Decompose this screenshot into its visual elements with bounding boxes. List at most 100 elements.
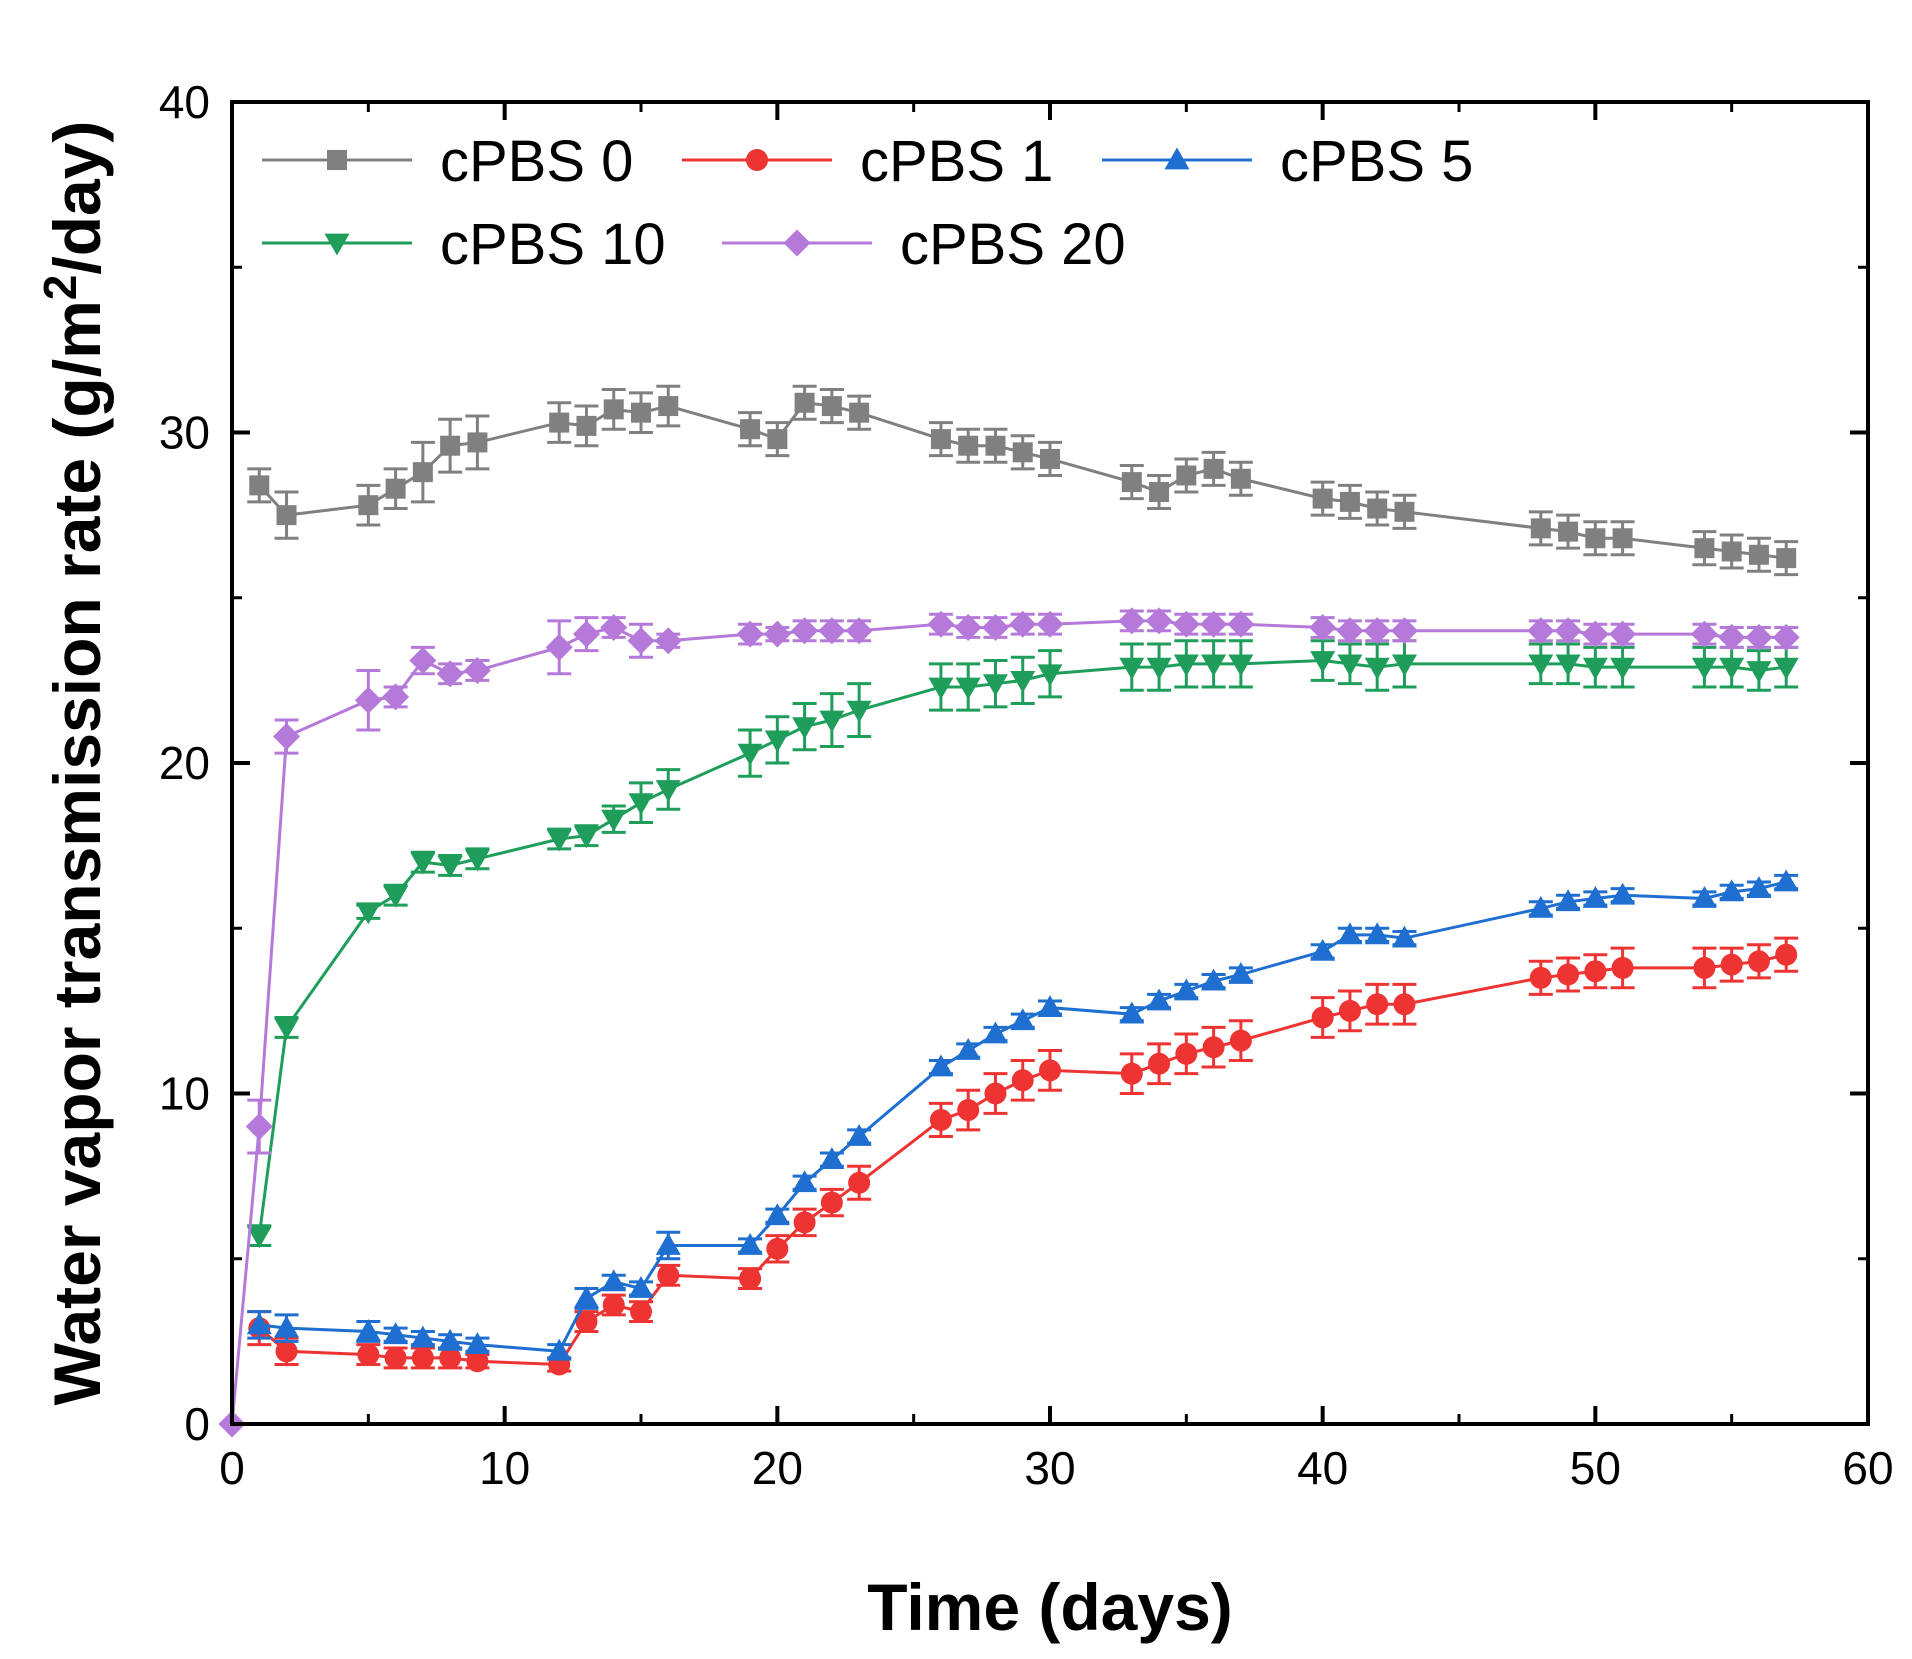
- data-point: [845, 617, 873, 645]
- data-point: [1394, 501, 1415, 522]
- data-point: [1009, 610, 1037, 638]
- data-point: [1312, 488, 1333, 509]
- data-point: [1610, 882, 1636, 905]
- x-tick-label: 20: [752, 1442, 803, 1494]
- data-point: [1037, 664, 1063, 687]
- data-point: [985, 435, 1006, 456]
- data-point: [440, 435, 461, 456]
- data-point: [819, 710, 845, 733]
- data-point: [1310, 651, 1336, 674]
- data-point: [928, 1054, 954, 1077]
- data-point: [358, 495, 379, 516]
- data-point: [1718, 623, 1746, 651]
- data-point: [1175, 1042, 1198, 1065]
- data-point: [657, 1264, 680, 1287]
- data-point: [274, 1018, 300, 1040]
- data-point: [793, 1211, 816, 1234]
- data-point: [1693, 956, 1716, 979]
- data-point: [1691, 657, 1717, 680]
- data-point: [545, 633, 573, 661]
- data-point: [1747, 950, 1770, 973]
- data-point: [764, 1203, 790, 1226]
- data-point: [764, 730, 790, 753]
- data-point: [1748, 544, 1769, 565]
- data-point: [1558, 521, 1579, 542]
- legend: cPBS 0 cPBS 1 cPBS 5 cPBS 10 cPBS 20: [262, 129, 1473, 277]
- data-point: [1173, 654, 1199, 677]
- data-point: [436, 660, 464, 688]
- data-point: [1582, 657, 1608, 680]
- series-line: [230, 619, 1787, 1425]
- data-point: [1145, 607, 1173, 635]
- data-point: [1010, 671, 1036, 693]
- data-point: [1391, 925, 1417, 948]
- data-point: [246, 1312, 272, 1335]
- data-point: [274, 1315, 300, 1338]
- data-point: [1528, 895, 1554, 918]
- data-point: [1745, 623, 1773, 651]
- data-point: [602, 1294, 625, 1317]
- x-tick-label: 30: [1024, 1442, 1075, 1494]
- data-point: [1776, 548, 1797, 569]
- data-point: [601, 1269, 627, 1292]
- x-tick-label: 0: [219, 1442, 245, 1494]
- data-point: [1010, 1008, 1036, 1031]
- data-point: [1746, 876, 1772, 898]
- data-point: [354, 686, 382, 714]
- data-point: [1393, 993, 1416, 1016]
- data-point: [1230, 468, 1251, 489]
- data-point: [1364, 657, 1390, 680]
- data-point: [791, 617, 819, 645]
- data-point: [549, 412, 570, 433]
- x-axis-title: Time (days): [867, 1570, 1233, 1644]
- data-point: [630, 1300, 652, 1323]
- data-point: [1339, 491, 1360, 512]
- data-point: [1039, 1059, 1061, 1082]
- data-point: [957, 1099, 980, 1122]
- data-point: [1609, 620, 1637, 648]
- legend-label: cPBS 5: [1280, 129, 1473, 194]
- y-tick-label: 10: [159, 1068, 210, 1120]
- legend-marker: [783, 229, 811, 257]
- data-point: [1554, 617, 1582, 645]
- data-point: [437, 1328, 463, 1351]
- data-point: [1612, 528, 1633, 549]
- y-tick-label: 20: [159, 737, 210, 789]
- data-point: [1119, 1001, 1145, 1024]
- data-point: [1585, 528, 1606, 549]
- data-point: [763, 620, 791, 648]
- data-point: [1040, 448, 1060, 469]
- data-point: [246, 1226, 272, 1249]
- data-point: [1557, 963, 1580, 986]
- data-point: [412, 462, 433, 483]
- data-point: [1311, 1006, 1334, 1029]
- data-point: [1584, 960, 1607, 983]
- data-point: [1148, 1052, 1171, 1075]
- data-point: [600, 613, 628, 641]
- data-point: [1146, 988, 1172, 1011]
- data-point: [1037, 995, 1063, 1017]
- data-point: [848, 1171, 871, 1194]
- series-cpbs-20: [218, 607, 1800, 1438]
- data-point: [382, 683, 410, 711]
- data-point: [1366, 993, 1389, 1016]
- y-axis-title: Water vapor transmission rate (g/m2/day): [34, 121, 114, 1406]
- legend-label: cPBS 10: [440, 212, 666, 277]
- data-point: [1176, 465, 1197, 486]
- data-point: [1203, 458, 1224, 479]
- data-point: [1363, 617, 1391, 645]
- data-point: [601, 809, 627, 832]
- y-axis-title-main: Water vapor transmission rate (g/m: [40, 300, 114, 1405]
- data-point: [439, 1346, 462, 1369]
- y-tick-label: 40: [159, 76, 210, 128]
- data-point: [572, 620, 600, 648]
- data-point: [1202, 1036, 1225, 1059]
- series-cpbs-5: [246, 869, 1799, 1361]
- data-point: [1773, 657, 1799, 680]
- data-point: [655, 1233, 681, 1255]
- legend-marker: [1164, 147, 1190, 170]
- legend-entry: cPBS 1: [682, 129, 1053, 194]
- data-point: [1582, 886, 1608, 908]
- data-point: [573, 826, 599, 849]
